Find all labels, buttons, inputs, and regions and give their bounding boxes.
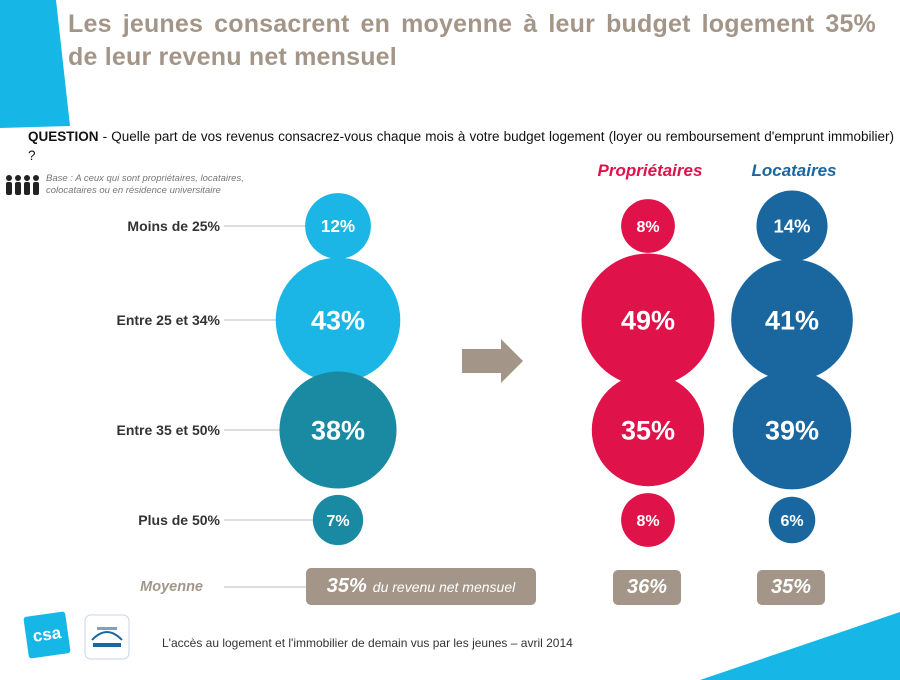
bubble-proprietaires [581,253,715,387]
bubble-label-proprietaires: 49% [621,306,675,336]
bubble-label-locataires: 39% [765,416,819,446]
average-ensemble-box: 35% du revenu net mensuel [306,568,536,605]
people-icon [6,175,39,195]
bubble-proprietaires [621,199,675,253]
bubble-label-ensemble: 12% [321,217,355,236]
average-ensemble-suffix: du revenu net mensuel [372,578,516,595]
bubble-ensemble [312,494,364,546]
average-proprietaires-box: 36% [613,570,681,605]
bubble-locataires [732,370,852,490]
bubble-proprietaires [621,493,675,547]
bubble-label-locataires: 41% [765,306,819,336]
corner-decoration-top [0,0,70,128]
bubble-locataires [756,190,828,262]
row-label: Plus de 50% [138,512,220,528]
bubble-locataires [731,259,853,381]
bubble-label-locataires: 14% [774,216,811,237]
question-body: - Quelle part de vos revenus consacrez-v… [28,129,894,163]
row-label: Moins de 25% [127,218,220,234]
row-label: Entre 35 et 50% [116,422,221,438]
guy-hoquet-logo [84,614,130,660]
page-title: Les jeunes consacrent en moyenne à leur … [68,10,876,71]
arrow-right-icon [462,339,523,383]
average-ensemble-value: 35% [326,575,367,597]
bubble-label-ensemble: 7% [326,513,349,530]
average-locataires-box: 35% [757,570,825,605]
footer-text: L'accès au logement et l'immobilier de d… [162,636,573,650]
bubble-label-locataires: 6% [780,513,803,530]
bubble-locataires [768,496,816,544]
bubble-label-ensemble: 38% [311,416,365,446]
header-proprietaires: Propriétaires [597,161,703,180]
csa-logo: csa [23,611,71,659]
bubble-label-proprietaires: 35% [621,416,675,446]
header-locataires: Locataires [751,161,837,180]
bubble-proprietaires [591,373,705,487]
row-label: Entre 25 et 34% [116,312,221,328]
question-text: QUESTION - Quelle part de vos revenus co… [28,127,894,165]
bubble-label-proprietaires: 8% [636,219,659,236]
bubble-label-proprietaires: 8% [636,513,659,530]
base-note: Base : A ceux qui sont propriétaires, lo… [46,173,244,196]
average-label: Moyenne [140,579,203,595]
bubble-ensemble [305,193,371,259]
question-prefix: QUESTION [28,129,99,144]
bubble-label-ensemble: 43% [311,306,365,336]
bubble-ensemble [275,257,401,383]
bubble-ensemble [279,371,397,489]
